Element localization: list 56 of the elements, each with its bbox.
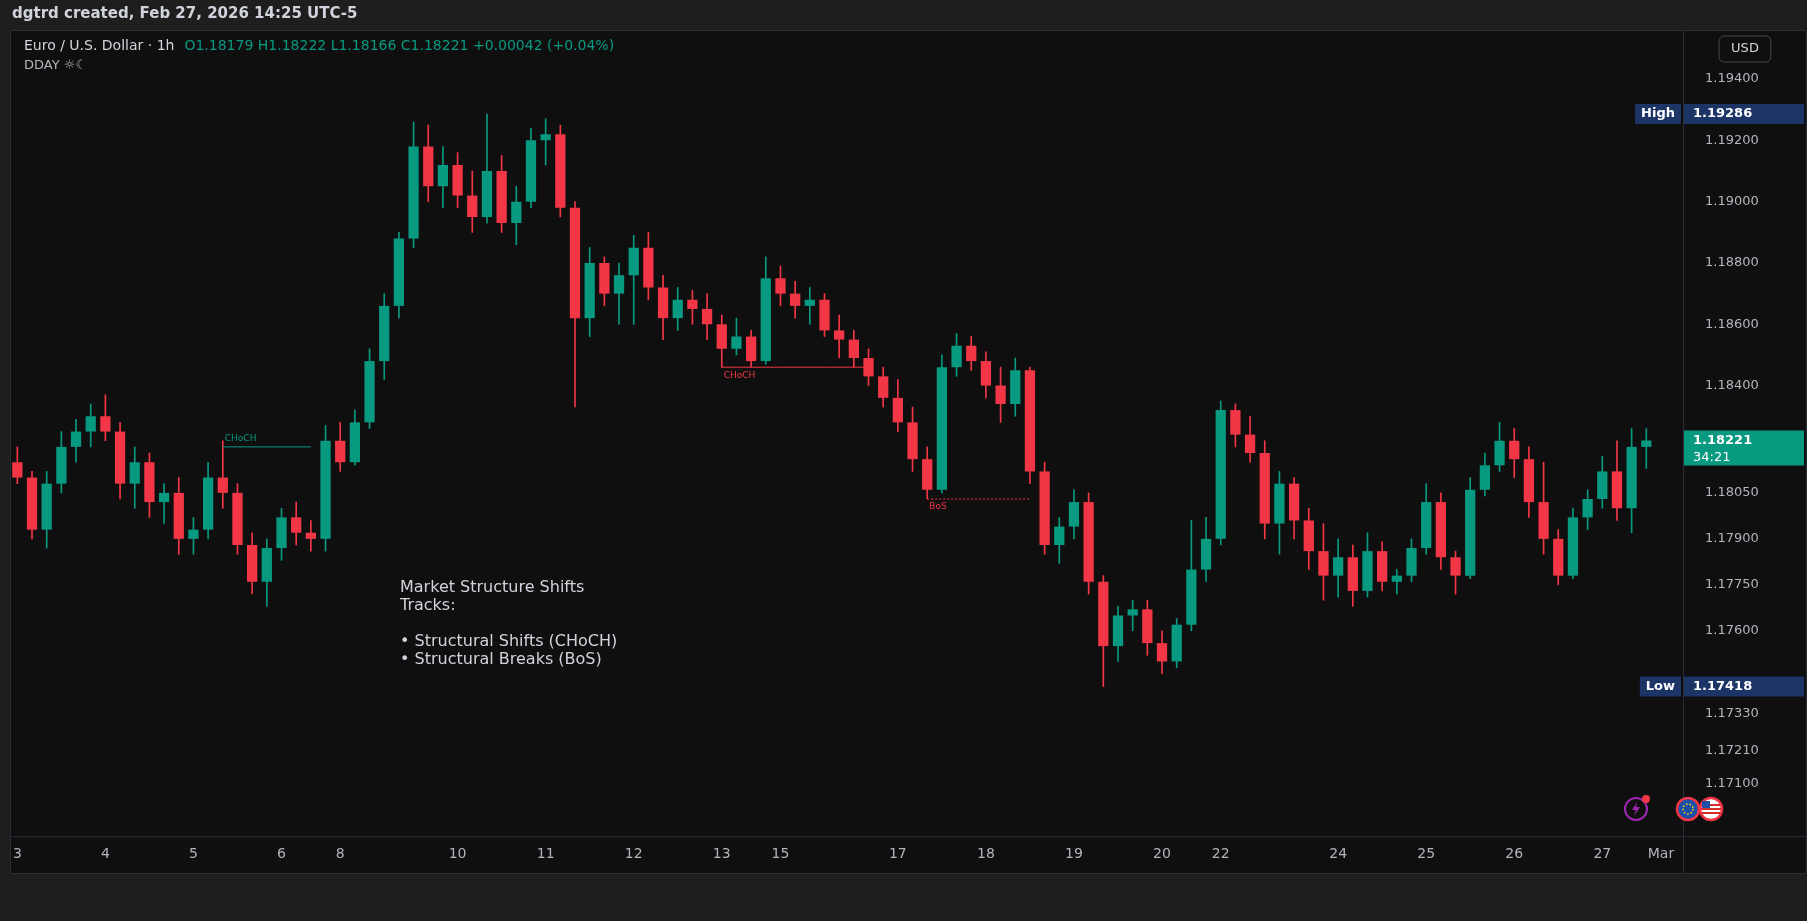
series-label: CHoCH [723, 369, 756, 380]
y-tick-label: 1.18600 [1705, 315, 1759, 331]
candlestick [804, 287, 815, 325]
x-tick-label: 12 [624, 845, 643, 862]
candlestick [1641, 428, 1652, 469]
x-tick-label: 3 [12, 845, 22, 862]
x-tick-label: 6 [277, 845, 287, 862]
y-tick-label: 1.17330 [1705, 704, 1759, 720]
y-tick-label: 1.17100 [1705, 775, 1759, 791]
x-tick-label: 4 [100, 845, 110, 862]
candlestick [1127, 599, 1138, 632]
x-tick-label: 17 [888, 845, 907, 862]
y-axis-title: USD [1731, 40, 1759, 56]
x-tick-label: 13 [712, 845, 731, 862]
series-label: BoS [929, 501, 947, 512]
x-tick-label: 26 [1505, 845, 1524, 862]
x-tick-label: 24 [1329, 845, 1348, 862]
y-tick-label: 1.18400 [1705, 376, 1759, 392]
annotation: O1.18179 H1.18222 L1.18166 C1.18221 +0.00042 (+0.04%) [184, 36, 615, 53]
y-tick-label: 1.19000 [1705, 193, 1759, 209]
y-tick-label: 1.17600 [1705, 622, 1759, 638]
x-tick-label: 19 [1065, 845, 1083, 862]
candlestick [217, 440, 228, 509]
y-tick-label: 1.19200 [1705, 131, 1759, 147]
x-tick-label: 8 [335, 845, 345, 862]
x-tick-label: 20 [1153, 845, 1171, 862]
text: 1.19286 [1693, 105, 1753, 121]
annotation: High [1641, 105, 1676, 121]
x-tick-label: 27 [1593, 845, 1612, 862]
x-tick-label: 5 [188, 845, 198, 862]
y-tick-label: 1.18050 [1705, 484, 1759, 500]
text: 1.17418 [1693, 677, 1753, 693]
series-label: CHoCH [224, 433, 257, 444]
y-tick-label: 1.17750 [1705, 576, 1759, 592]
y-tick-label: 1.17210 [1705, 741, 1759, 757]
x-tick-label: 10 [448, 845, 467, 862]
annotation: DDAY ☼☾ [24, 57, 88, 73]
annotation: Low [1645, 677, 1676, 693]
text: dgtrd created, Feb 27, 2026 14:25 UTC-5 [12, 3, 358, 22]
y-tick-label: 1.19400 [1705, 70, 1759, 86]
candlestick [305, 520, 316, 552]
x-tick-label: 11 [536, 845, 555, 862]
y-tick-label: 1.17900 [1705, 530, 1759, 546]
x-tick-label: 18 [977, 845, 995, 862]
x-tick-label: 25 [1417, 845, 1436, 862]
candlestick [834, 314, 845, 359]
x-tick-label: 15 [771, 845, 790, 862]
text: Euro / U.S. Dollar · 1h [24, 36, 175, 53]
candlestick [1391, 569, 1402, 595]
y-tick-label: 1.18800 [1705, 254, 1759, 270]
x-tick-label: 22 [1211, 845, 1230, 862]
text: 1.18221 [1693, 431, 1753, 447]
text: 34:21 [1693, 448, 1731, 464]
x-tick-label: Mar [1647, 845, 1675, 862]
candlestick [158, 483, 170, 524]
annotation: Market Structure Shifts Tracks: • Structural Shifts (CHoCH) • Structural Breaks (BoS) [399, 577, 618, 669]
